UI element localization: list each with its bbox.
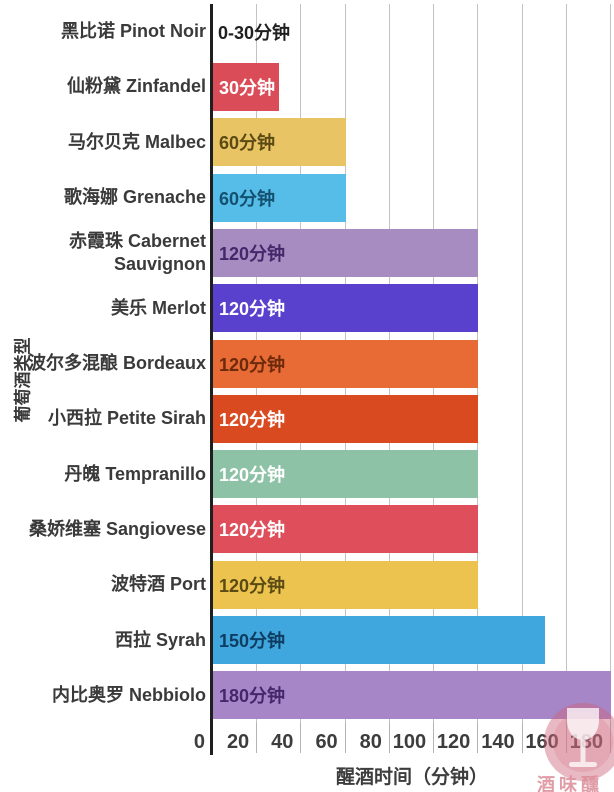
bar-value-label: 120分钟	[219, 409, 286, 430]
x-tick-label-140: 140	[481, 731, 515, 753]
category-label: 歌海娜 Grenache	[63, 187, 206, 208]
tickmark-60	[344, 723, 346, 753]
bar-value-label: 60分钟	[219, 133, 276, 154]
tickmark-140	[521, 723, 523, 753]
bar: 120分钟	[213, 505, 479, 554]
category-label: 马尔贝克 Malbec	[67, 131, 206, 152]
bar: 120分钟	[213, 228, 479, 277]
x-tick-label-160: 160	[525, 731, 559, 753]
x-tick-label-60: 60	[315, 731, 338, 753]
bar-value-label: 120分钟	[219, 520, 286, 541]
tickmark-80	[388, 723, 390, 753]
y-axis-baseline	[210, 4, 213, 755]
bar-value-label: 120分钟	[219, 243, 286, 264]
category-label: 美乐 Merlot	[110, 297, 206, 318]
x-tick-label-20: 20	[226, 731, 250, 753]
x-axis-title: 醒酒时间（分钟）	[335, 767, 488, 788]
category-label: 内比奥罗 Nebbiolo	[52, 684, 206, 705]
category-label: 桑娇维塞 Sangiovese	[28, 518, 206, 539]
x-tick-label-120: 120	[436, 731, 471, 753]
x-tick-label-40: 40	[271, 731, 294, 753]
bar: 120分钟	[213, 394, 479, 443]
category-label: 西拉 Syrah	[114, 629, 206, 650]
category-label: 仙粉黛 Zinfandel	[67, 76, 206, 97]
bar: 120分钟	[213, 339, 479, 388]
category-label: 赤霞珠 Cabernet Sauvignon	[68, 230, 206, 274]
bar: 150分钟	[213, 616, 545, 664]
bar-value-label: 120分钟	[219, 575, 286, 596]
bar-value-label: 120分钟	[219, 465, 286, 486]
bar-value-label: 150分钟	[219, 631, 286, 651]
x-tick-label-0: 0	[193, 731, 205, 753]
x-tick-label-100: 100	[392, 731, 427, 753]
tickmark-20	[256, 723, 258, 753]
bar-value-label: 60分钟	[219, 188, 276, 209]
watermark-text: 酒味醺	[537, 775, 603, 792]
category-label: 波特酒 Port	[110, 574, 206, 595]
bar-value-label: 180分钟	[219, 686, 286, 707]
bar-value-label: 120分钟	[219, 354, 286, 375]
bar: 60分钟	[213, 118, 346, 167]
tickmark-160	[565, 723, 567, 753]
x-tick-label-80: 80	[359, 731, 382, 753]
gridline-180	[610, 4, 611, 723]
category-label: 波尔多混酿 Bordeaux	[27, 352, 206, 373]
bar: 180分钟	[213, 671, 611, 720]
bar: 30分钟	[213, 63, 280, 111]
gridline-160	[565, 4, 567, 723]
category-label: 黑比诺 Pinot Noir	[61, 21, 206, 42]
tickmark-100	[433, 723, 435, 753]
bar: 60分钟	[213, 173, 346, 222]
bar-value-label: 0-30分钟	[218, 22, 291, 43]
gridline-140	[521, 4, 523, 723]
bar-value-label: 30分钟	[219, 78, 276, 98]
y-axis-title: 葡萄酒类型	[13, 337, 33, 423]
bar: 120分钟	[213, 560, 479, 609]
category-label: 丹魄 Tempranillo	[64, 463, 206, 484]
tickmark-180	[610, 723, 611, 753]
wine-glass-icon	[544, 703, 614, 781]
bar: 120分钟	[213, 450, 479, 499]
bar: 120分钟	[213, 284, 479, 333]
tickmark-120	[477, 723, 479, 753]
category-label: 小西拉 Petite Sirah	[47, 408, 206, 429]
tickmark-40	[300, 723, 302, 753]
bar-value-label: 120分钟	[219, 299, 286, 320]
